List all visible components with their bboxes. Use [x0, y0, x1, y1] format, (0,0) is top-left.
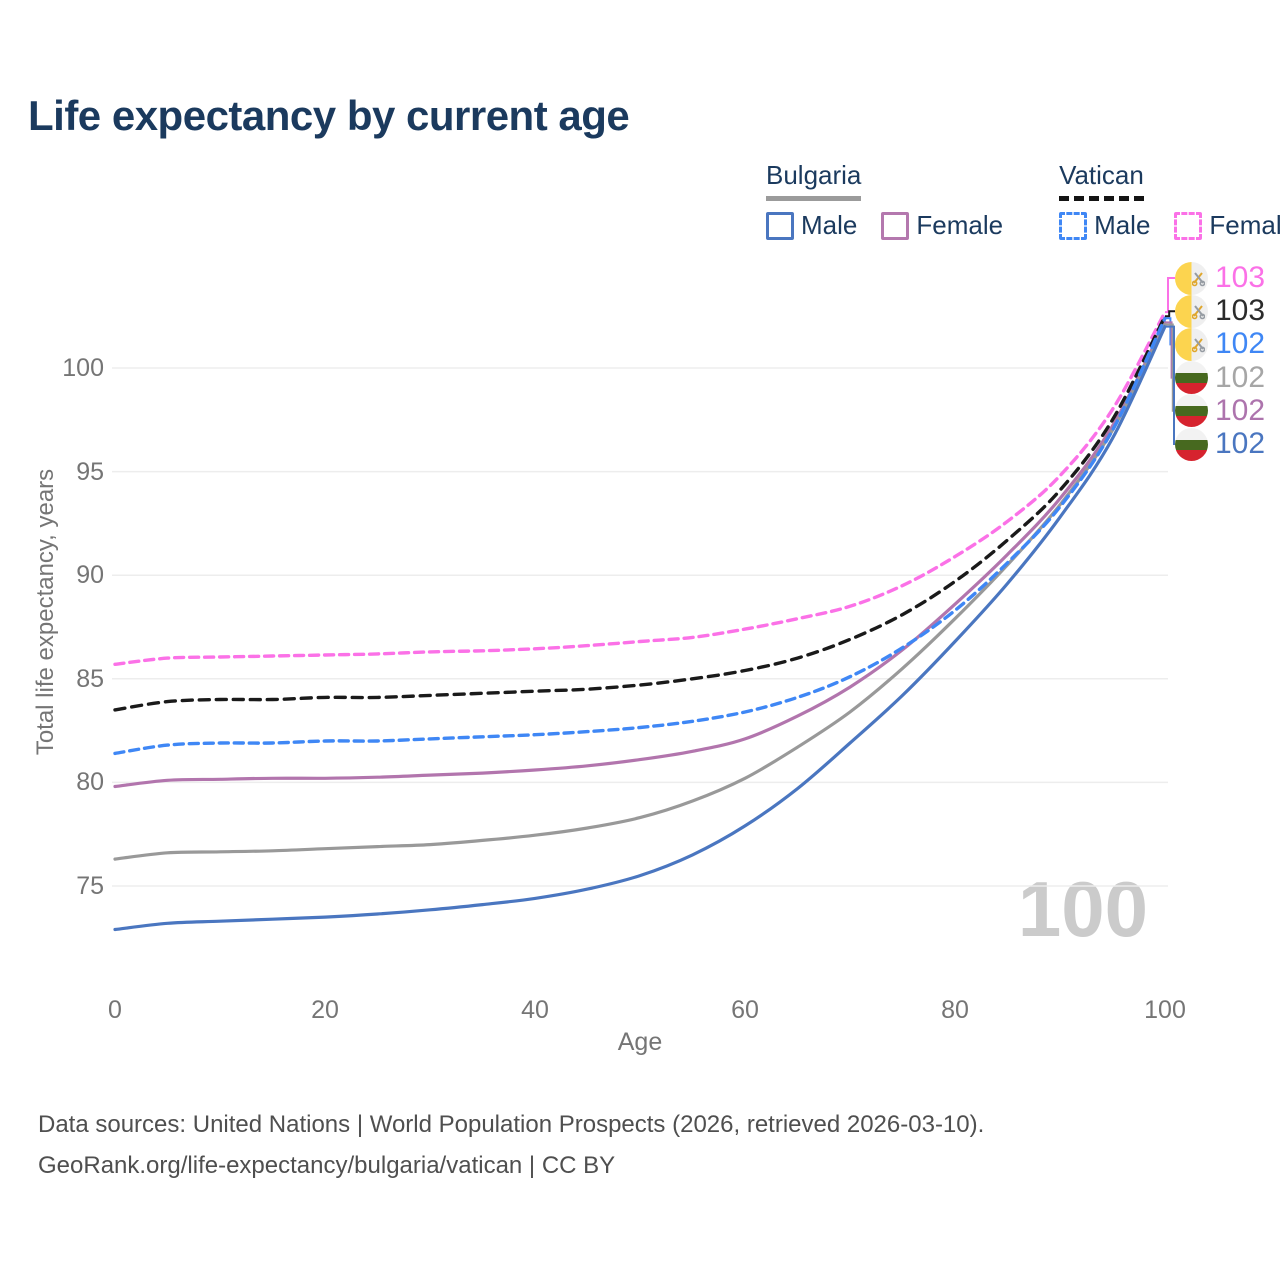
end-label-row: 102: [1175, 427, 1265, 461]
legend-header-bulgaria[interactable]: Bulgaria: [766, 160, 862, 201]
vatican-flag-icon: [1175, 327, 1208, 361]
x-tick-label: 0: [108, 996, 122, 1024]
y-tick-label: 95: [76, 457, 104, 486]
age-frame-watermark: 100: [1017, 865, 1148, 953]
end-label-row: 103: [1175, 294, 1265, 328]
end-label-row: 102: [1175, 361, 1265, 395]
footer-data-sources: Data sources: United Nations | World Pop…: [38, 1111, 985, 1138]
bulgaria-female-swatch-icon: [881, 211, 910, 240]
series-line-bulgaria-female[interactable]: [113, 320, 1167, 789]
series-line-vatican-female[interactable]: [113, 310, 1167, 666]
end-label-row: 102: [1175, 327, 1265, 361]
legend-item-label: Female: [916, 210, 1004, 240]
x-tick-label: 100: [1144, 996, 1186, 1024]
vatican-flag-icon: [1175, 294, 1208, 328]
end-label-row: 103: [1175, 261, 1265, 295]
legend-item-vatican-female[interactable]: Female: [1174, 210, 1280, 241]
end-label-row: 102: [1175, 394, 1265, 428]
vatican-keys-icon: [1192, 305, 1205, 319]
bulgaria-flag-icon: [1175, 394, 1208, 428]
legend-item-bulgaria-female[interactable]: Female: [881, 210, 1003, 241]
legend: Bulgaria Male Female Vatican Male Female: [766, 160, 1280, 241]
y-tick-label: 100: [62, 354, 104, 382]
end-label-connector: [1165, 310, 1175, 318]
x-tick-label: 20: [311, 996, 339, 1024]
end-label-value: 102: [1215, 327, 1266, 361]
legend-item-vatican-male[interactable]: Male: [1059, 210, 1150, 241]
bulgaria-male-swatch-icon: [766, 211, 794, 240]
footer: Data sources: United Nations | World Pop…: [38, 1104, 984, 1186]
end-label-connector: [1165, 325, 1175, 445]
y-axis-title: Total life expectancy, years: [32, 468, 59, 756]
series-line-bulgaria-male[interactable]: [113, 325, 1167, 932]
vatican-keys-icon: [1192, 338, 1205, 353]
x-tick-label: 40: [521, 996, 549, 1024]
legend-item-label: Male: [801, 210, 858, 240]
legend-item-label: Female: [1209, 210, 1280, 240]
bulgaria-flag-icon: [1175, 427, 1208, 461]
legend-item-label: Male: [1094, 210, 1151, 240]
y-tick-label: 90: [76, 561, 104, 590]
series-line-vatican-male[interactable]: [113, 316, 1167, 756]
legend-item-bulgaria-male[interactable]: Male: [766, 210, 857, 241]
vatican-female-swatch-icon: [1174, 211, 1203, 240]
end-label-value: 102: [1215, 393, 1266, 427]
x-axis-title: Age: [617, 1028, 663, 1056]
vatican-flag-icon: [1175, 261, 1208, 295]
x-tick-label: 60: [731, 996, 759, 1024]
x-tick-label: 80: [941, 996, 969, 1024]
end-label-value: 102: [1215, 427, 1266, 460]
series-line-vatican-both-sexes[interactable]: [113, 314, 1167, 712]
bulgaria-flag-icon: [1175, 361, 1208, 395]
y-tick-label: 85: [76, 664, 104, 693]
end-label-value: 103: [1215, 261, 1266, 294]
vatican-male-swatch-icon: [1059, 211, 1088, 240]
y-tick-label: 80: [76, 768, 104, 797]
legend-group-bulgaria: Bulgaria Male Female: [766, 160, 1003, 241]
vatican-keys-icon: [1192, 271, 1205, 286]
footer-attribution-link: GeoRank.org/life-expectancy/bulgaria/vat…: [38, 1152, 616, 1179]
y-tick-label: 75: [76, 872, 104, 900]
end-label-connector: [1165, 277, 1175, 314]
end-label-value: 103: [1215, 294, 1266, 328]
legend-group-vatican: Vatican Male Female: [1059, 160, 1280, 241]
page-title: Life expectancy by current age: [28, 92, 630, 139]
legend-header-vatican[interactable]: Vatican: [1059, 160, 1144, 201]
end-label-value: 102: [1215, 360, 1266, 394]
